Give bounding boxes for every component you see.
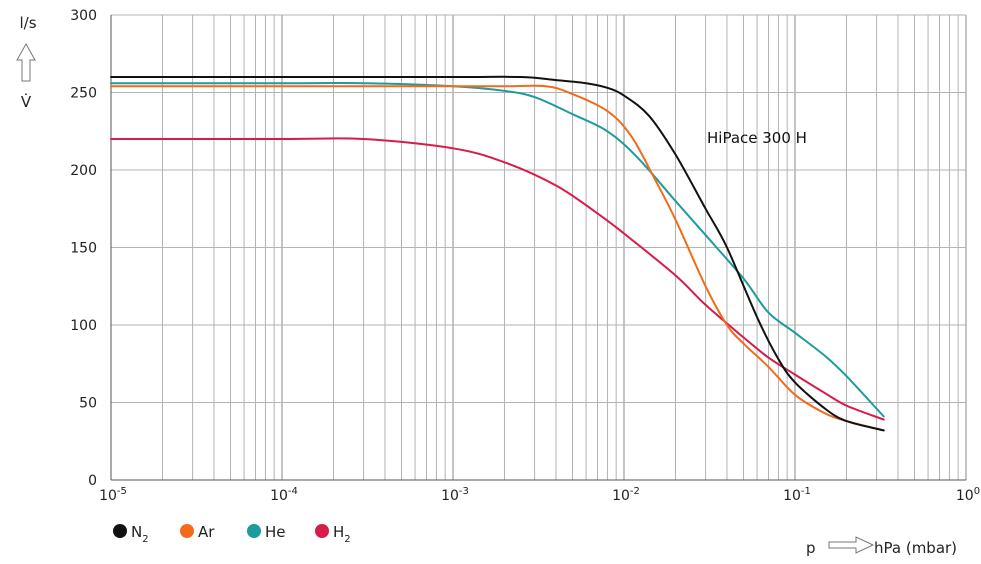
x-tick-label: 10-1: [783, 486, 811, 504]
y-tick-label: 50: [79, 396, 97, 412]
x-axis-unit: hPa (mbar): [874, 539, 957, 557]
y-tick-label: 300: [70, 8, 97, 24]
legend: N2 Ar He H2: [113, 523, 351, 545]
series-line-ar: [110, 84, 885, 432]
legend-label-he: He: [265, 523, 286, 541]
y-tick-label: 150: [70, 241, 97, 257]
legend-label-h2: H2: [333, 523, 351, 545]
x-tick-label: 10-5: [99, 486, 127, 504]
y-axis-arrow: [16, 42, 36, 82]
x-axis-arrow: [828, 536, 875, 554]
x-axis-symbol: p: [806, 539, 816, 557]
series-line-h2: [110, 137, 885, 421]
series-line-n2: [110, 75, 885, 432]
x-tick-label: 10-2: [612, 486, 640, 504]
y-axis: 0 50 100 150 200 250 300: [70, 8, 97, 489]
legend-swatch-he: [247, 524, 261, 538]
plot-lines: [110, 75, 885, 432]
x-axis: 10-5 10-4 10-3 10-2 10-1 100: [99, 486, 980, 504]
x-tick-label: 100: [956, 486, 980, 504]
y-axis-symbol: V̇: [21, 92, 32, 111]
legend-swatch-h2: [315, 524, 329, 538]
y-tick-label: 100: [70, 318, 97, 334]
y-axis-unit: l/s: [19, 14, 36, 32]
y-tick-label: 0: [88, 473, 97, 489]
grid: [110, 14, 967, 481]
legend-label-n2: N2: [131, 523, 149, 545]
legend-swatch-n2: [113, 524, 127, 538]
y-tick-label: 250: [70, 86, 97, 102]
model-annotation: HiPace 300 H: [707, 129, 807, 147]
y-tick-label: 200: [70, 163, 97, 179]
x-tick-label: 10-4: [270, 486, 298, 504]
legend-label-ar: Ar: [198, 523, 215, 541]
series-line-he: [110, 81, 885, 418]
x-tick-label: 10-3: [441, 486, 469, 504]
legend-swatch-ar: [180, 524, 194, 538]
